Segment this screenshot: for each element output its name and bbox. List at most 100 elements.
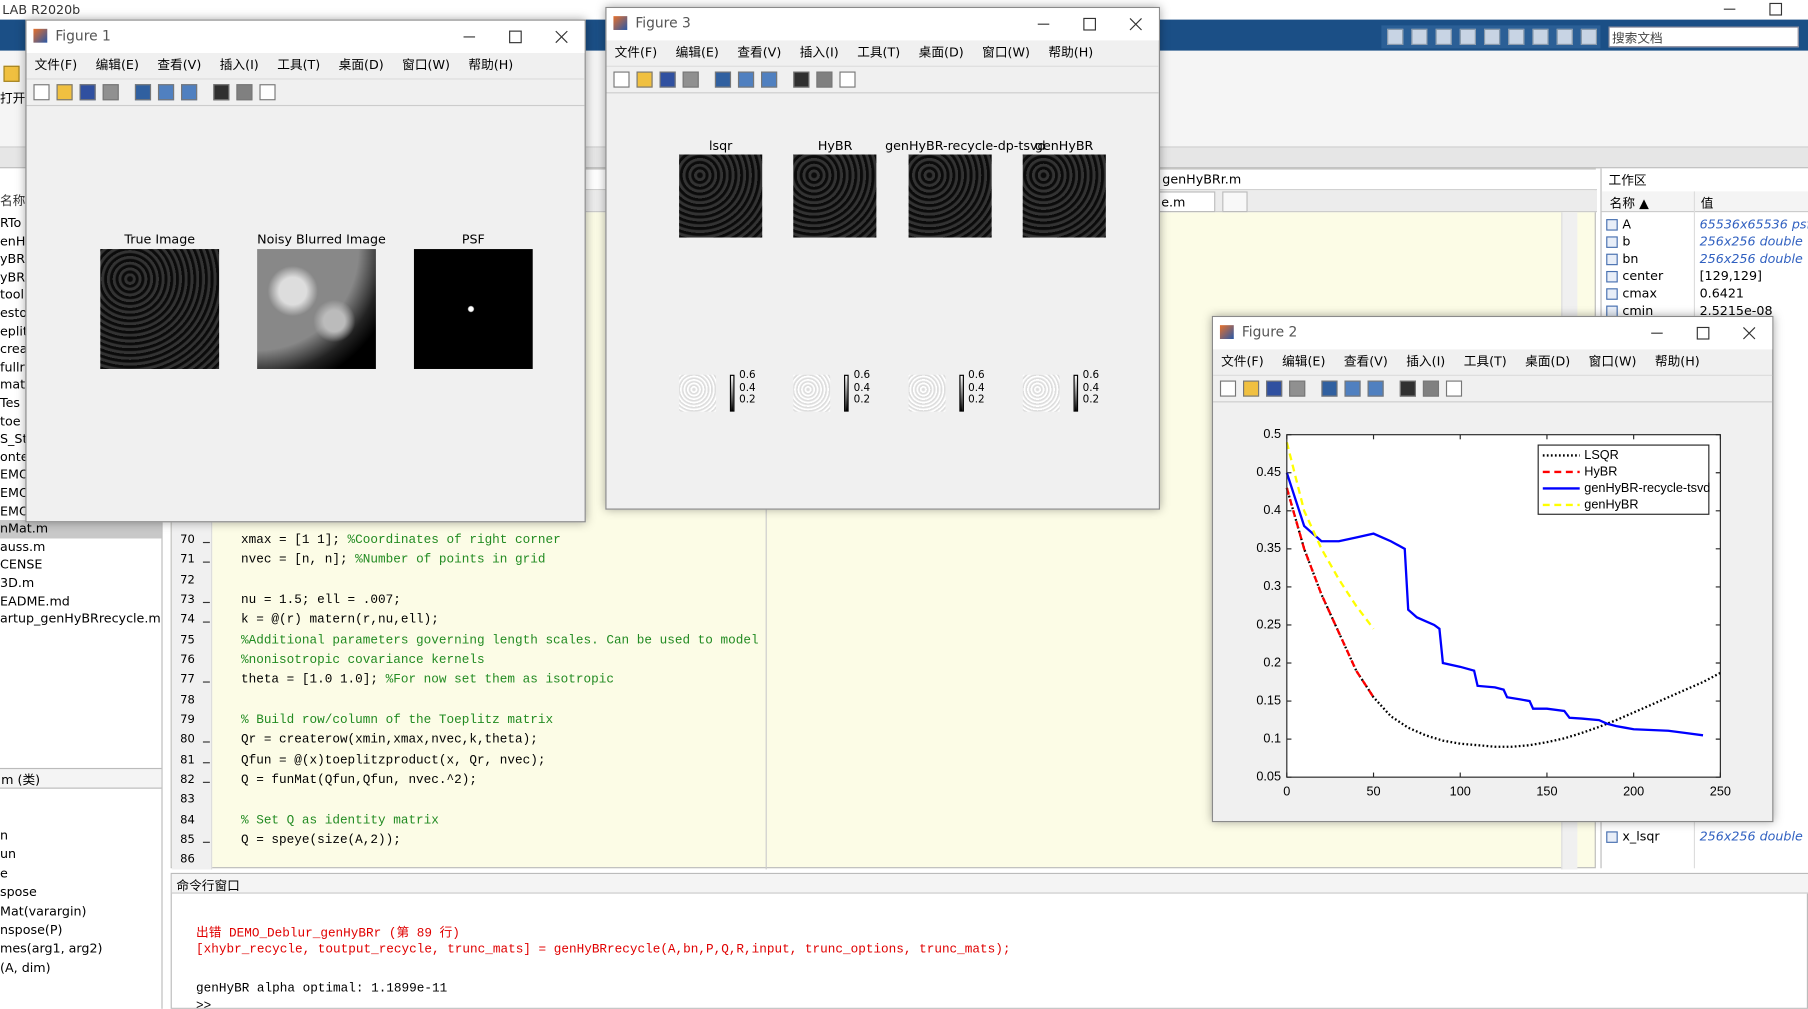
menu-item[interactable]: 编辑(E) (1282, 353, 1326, 369)
maximize-button[interactable] (1696, 326, 1710, 340)
toolbar-button[interactable] (1344, 380, 1361, 397)
menu-item[interactable]: 查看(V) (1343, 353, 1388, 369)
variable-name[interactable]: cmax (1622, 285, 1657, 301)
file-row[interactable]: auss.m (0, 538, 161, 556)
quick-access-button[interactable] (1483, 28, 1501, 45)
variable-name[interactable]: x_lsqr (1622, 829, 1660, 845)
toolbar-button[interactable] (56, 84, 73, 101)
quick-access-button[interactable] (1411, 28, 1428, 45)
toolbar-button[interactable] (1266, 380, 1283, 397)
quick-access-button[interactable] (1459, 28, 1476, 45)
menu-item[interactable]: 帮助(H) (1654, 353, 1700, 369)
variable-name[interactable]: b (1622, 234, 1631, 250)
menu-item[interactable]: 窗口(W) (1588, 353, 1637, 369)
menu-item[interactable]: 查看(V) (157, 57, 202, 73)
new-tab-button[interactable] (1222, 191, 1248, 213)
file-row[interactable]: artup_genHyBRrecycle.m (0, 610, 161, 628)
file-row[interactable]: fullr (0, 358, 161, 376)
menu-item[interactable]: 插入(I) (799, 44, 839, 60)
file-row[interactable]: EMO (0, 466, 161, 484)
toolbar-button[interactable] (714, 71, 732, 88)
close-button[interactable] (555, 30, 568, 44)
menu-item[interactable]: 查看(V) (737, 44, 782, 60)
open-label[interactable]: 打开 (0, 91, 26, 107)
file-row[interactable]: eplit (0, 322, 161, 340)
quick-access-button[interactable] (1508, 28, 1525, 45)
toolbar-button[interactable] (682, 71, 699, 88)
column-header[interactable]: 名称 ▲ (1609, 196, 1649, 212)
toolbar-button[interactable] (1367, 380, 1384, 397)
quick-access-button[interactable] (1580, 28, 1597, 45)
toolbar-button[interactable] (236, 84, 253, 101)
file-row[interactable]: onter (0, 448, 161, 466)
file-row[interactable]: enHy (0, 232, 161, 250)
file-row[interactable]: S_St (0, 430, 161, 448)
toolbar-button[interactable] (213, 84, 230, 101)
file-row[interactable]: EMO (0, 502, 161, 520)
toolbar-button[interactable] (181, 84, 198, 101)
editor-tab[interactable]: le.m (1151, 191, 1216, 213)
file-row[interactable]: yBRr (0, 268, 161, 286)
toolbar-button[interactable] (737, 71, 755, 88)
menu-item[interactable]: 插入(I) (1406, 353, 1446, 369)
class-title[interactable]: m (类) (1, 772, 41, 788)
file-row[interactable]: crea (0, 340, 161, 358)
menu-item[interactable]: 文件(F) (1221, 353, 1264, 369)
search-placeholder[interactable]: 搜索文档 (1611, 31, 1663, 47)
variable-name[interactable]: cmin (1622, 303, 1654, 319)
toolbar-button[interactable] (1422, 380, 1440, 397)
toolbar-button[interactable] (636, 71, 653, 88)
maximize-button[interactable] (1769, 2, 1783, 16)
variable-name[interactable]: A (1622, 216, 1632, 232)
toolbar-button[interactable] (259, 84, 276, 101)
toolbar-button[interactable] (1242, 380, 1260, 397)
file-row[interactable]: 3D.m (0, 574, 161, 592)
menu-item[interactable]: 窗口(W) (982, 44, 1030, 60)
menu-item[interactable]: 文件(F) (34, 57, 78, 73)
file-row[interactable]: EMO (0, 484, 161, 502)
menu-item[interactable]: 工具(T) (1463, 353, 1507, 369)
maximize-button[interactable] (1083, 17, 1096, 31)
quick-access-button[interactable] (1532, 28, 1549, 45)
menu-item[interactable]: 帮助(H) (468, 57, 514, 73)
toolbar-button[interactable] (816, 71, 833, 88)
menu-item[interactable]: 帮助(H) (1048, 44, 1094, 60)
toolbar-button[interactable] (613, 71, 630, 88)
file-row[interactable]: estor (0, 304, 161, 322)
file-row[interactable]: toe (0, 412, 161, 430)
close-button[interactable] (1743, 327, 1756, 340)
maximize-button[interactable] (509, 30, 522, 44)
menu-item[interactable]: 桌面(D) (338, 57, 384, 73)
close-button[interactable] (1129, 18, 1142, 31)
menu-item[interactable]: 文件(F) (614, 44, 658, 60)
menu-item[interactable]: 桌面(D) (918, 44, 964, 60)
menu-item[interactable]: 工具(T) (277, 57, 321, 73)
toolbar-button[interactable] (79, 84, 96, 101)
menu-item[interactable]: 工具(T) (857, 44, 901, 60)
open-button[interactable] (3, 65, 20, 82)
toolbar-button[interactable] (102, 84, 119, 101)
toolbar-button[interactable] (839, 71, 856, 88)
file-row[interactable]: CENSE (0, 556, 161, 574)
menu-item[interactable]: 桌面(D) (1525, 353, 1571, 369)
toolbar-button[interactable] (157, 84, 175, 101)
file-row[interactable]: nMat.m (0, 520, 162, 539)
file-row[interactable]: EADME.md (0, 592, 161, 610)
menu-item[interactable]: 插入(I) (219, 57, 259, 73)
toolbar-button[interactable] (1399, 380, 1416, 397)
toolbar-button[interactable] (793, 71, 810, 88)
toolbar-button[interactable] (761, 71, 778, 88)
toolbar-button[interactable] (33, 84, 50, 101)
file-row[interactable]: mat (0, 376, 161, 394)
toolbar-button[interactable] (659, 71, 676, 88)
toolbar-button[interactable] (1219, 380, 1237, 397)
menu-item[interactable]: 编辑(E) (95, 57, 139, 73)
file-row[interactable]: Tes (0, 394, 161, 412)
file-row[interactable]: RTo (0, 214, 161, 232)
column-header[interactable]: 值 (1700, 196, 1714, 212)
toolbar-button[interactable] (134, 84, 152, 101)
menu-item[interactable]: 编辑(E) (675, 44, 719, 60)
quick-access-button[interactable] (1435, 28, 1452, 45)
toolbar-button[interactable] (1289, 380, 1306, 397)
toolbar-button[interactable] (1445, 380, 1463, 397)
